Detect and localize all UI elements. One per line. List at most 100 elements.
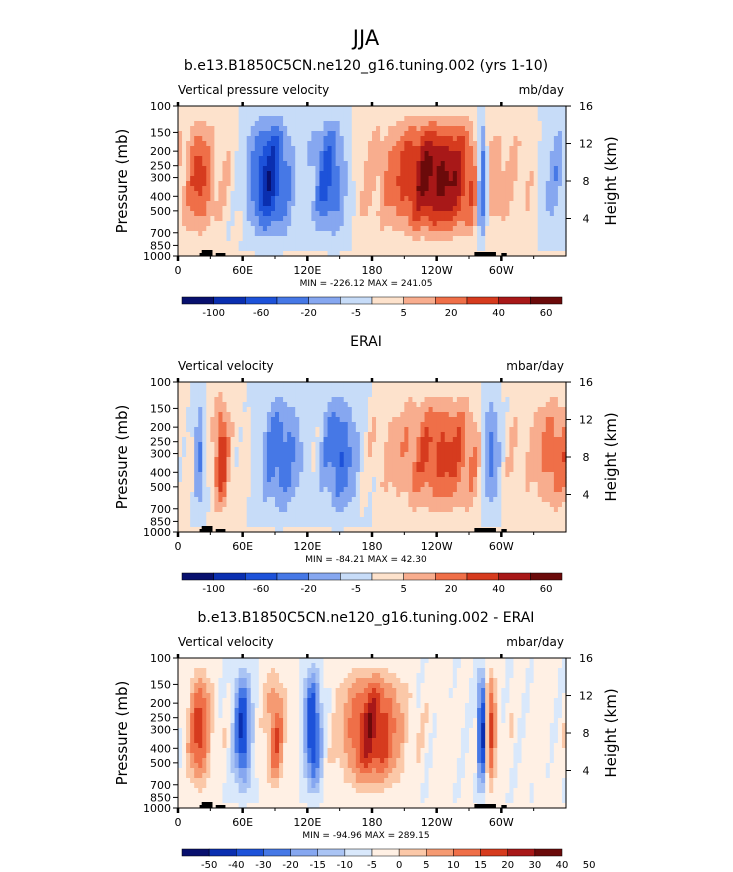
field-cell bbox=[299, 236, 304, 242]
field-cell bbox=[242, 141, 248, 147]
field-cell bbox=[412, 467, 418, 473]
field-cell bbox=[557, 417, 563, 423]
field-cell bbox=[469, 201, 474, 207]
field-cell bbox=[190, 392, 195, 398]
field-cell bbox=[521, 397, 527, 403]
field-cell bbox=[517, 392, 523, 398]
field-cell bbox=[287, 206, 292, 212]
field-cell bbox=[517, 241, 523, 247]
field-cell bbox=[279, 146, 284, 152]
field-cell bbox=[291, 402, 296, 408]
field-cell bbox=[505, 171, 511, 177]
y2-tick-label: 12 bbox=[579, 138, 593, 151]
field-cell bbox=[283, 176, 288, 182]
field-cell bbox=[359, 432, 365, 438]
field-cell bbox=[367, 226, 373, 232]
field-cell bbox=[485, 236, 490, 242]
field-cell bbox=[190, 196, 195, 202]
field-cell bbox=[553, 462, 559, 468]
field-cell bbox=[493, 382, 498, 388]
field-cell bbox=[513, 181, 519, 187]
field-cell bbox=[541, 402, 547, 408]
field-cell bbox=[481, 166, 486, 172]
field-cell bbox=[214, 472, 220, 478]
field-cell bbox=[497, 407, 502, 413]
field-cell bbox=[481, 206, 486, 212]
field-cell bbox=[485, 427, 490, 433]
field-cell bbox=[279, 201, 284, 207]
field-cell bbox=[380, 131, 385, 137]
field-cell bbox=[178, 196, 183, 202]
field-cell bbox=[218, 206, 224, 212]
field-cell bbox=[275, 191, 280, 197]
field-cell bbox=[545, 186, 551, 192]
field-cell bbox=[242, 467, 248, 473]
field-cell bbox=[525, 482, 531, 488]
field-cell bbox=[408, 251, 414, 257]
field-cell bbox=[493, 221, 498, 227]
field-cell bbox=[428, 151, 434, 157]
field-cell bbox=[206, 392, 211, 398]
field-cell bbox=[214, 487, 220, 493]
contour-field bbox=[178, 106, 567, 257]
field-cell bbox=[246, 457, 252, 463]
field-cell bbox=[299, 196, 304, 202]
field-cell bbox=[380, 407, 385, 413]
field-cell bbox=[444, 176, 450, 182]
field-cell bbox=[553, 186, 559, 192]
field-cell bbox=[367, 447, 373, 453]
field-cell bbox=[323, 467, 329, 473]
field-cell bbox=[266, 141, 272, 147]
field-cell bbox=[420, 136, 426, 142]
field-cell bbox=[384, 422, 389, 428]
field-cell bbox=[190, 116, 195, 122]
field-cell bbox=[222, 191, 228, 197]
field-cell bbox=[351, 186, 357, 192]
field-cell bbox=[376, 437, 381, 443]
field-cell bbox=[186, 181, 191, 187]
field-cell bbox=[238, 387, 244, 393]
field-cell bbox=[452, 447, 458, 453]
field-cell bbox=[351, 251, 357, 257]
field-cell bbox=[456, 251, 462, 257]
field-cell bbox=[319, 146, 325, 152]
field-cell bbox=[404, 161, 409, 167]
field-cell bbox=[194, 176, 199, 182]
field-cell bbox=[384, 226, 389, 232]
field-cell bbox=[392, 382, 397, 388]
field-cell bbox=[226, 106, 232, 112]
field-cell bbox=[517, 206, 523, 212]
field-cell bbox=[396, 176, 401, 182]
field-cell bbox=[436, 116, 442, 122]
field-cell bbox=[400, 171, 405, 177]
field-cell bbox=[315, 402, 321, 408]
field-cell bbox=[521, 447, 527, 453]
field-cell bbox=[299, 442, 304, 448]
field-cell bbox=[283, 146, 288, 152]
field-cell bbox=[432, 251, 438, 257]
field-cell bbox=[307, 417, 312, 423]
field-cell bbox=[533, 111, 539, 117]
field-cell bbox=[214, 246, 220, 252]
field-cell bbox=[533, 251, 539, 257]
field-cell bbox=[299, 437, 304, 443]
field-cell bbox=[367, 156, 373, 162]
field-cell bbox=[412, 151, 418, 157]
field-cell bbox=[258, 156, 264, 162]
field-cell bbox=[218, 226, 224, 232]
field-cell bbox=[283, 226, 288, 232]
field-cell bbox=[436, 447, 442, 453]
field-cell bbox=[485, 422, 490, 428]
field-cell bbox=[396, 462, 401, 468]
field-cell bbox=[416, 241, 422, 247]
field-cell bbox=[376, 196, 381, 202]
field-cell bbox=[501, 156, 506, 162]
field-cell bbox=[222, 171, 228, 177]
field-cell bbox=[234, 477, 240, 483]
field-cell bbox=[452, 422, 458, 428]
field-cell bbox=[436, 176, 442, 182]
field-cell bbox=[270, 146, 276, 152]
field-cell bbox=[323, 176, 329, 182]
field-cell bbox=[331, 106, 337, 112]
field-cell bbox=[400, 211, 405, 217]
